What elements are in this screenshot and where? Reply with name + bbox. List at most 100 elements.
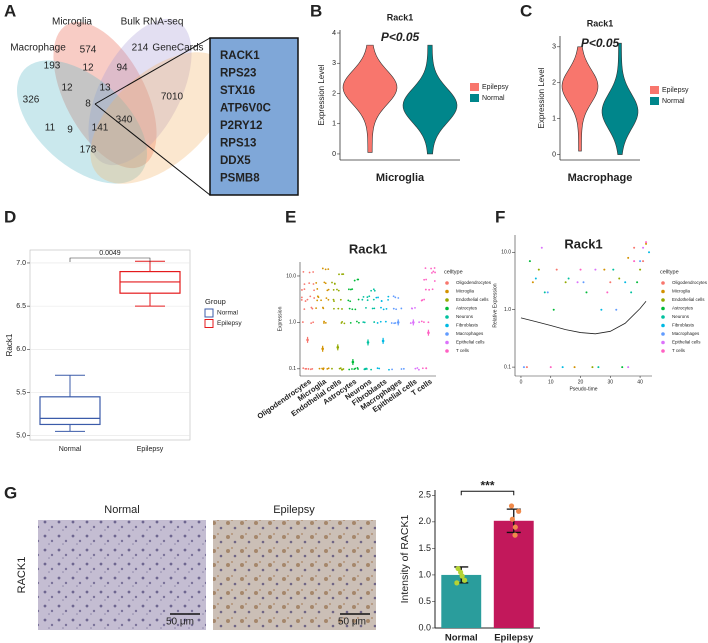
- y-tick-label: 5.5: [16, 389, 26, 396]
- point: [409, 322, 412, 324]
- legend-swatch: [445, 306, 449, 311]
- point: [431, 288, 434, 291]
- point: [432, 270, 435, 273]
- point: [323, 322, 325, 324]
- legend-label: Macrophages: [456, 331, 484, 336]
- legend-swatch: [445, 340, 449, 345]
- y-tick-label: 1.0: [418, 569, 431, 579]
- point: [366, 296, 369, 299]
- point: [304, 300, 307, 302]
- point: [311, 307, 314, 310]
- point: [347, 288, 350, 291]
- chart-title: Rack1: [349, 241, 387, 256]
- histology-image-epilepsy: [213, 520, 376, 630]
- point: [630, 291, 633, 294]
- legend-swatch: [204, 319, 214, 328]
- point: [373, 321, 376, 323]
- x-tick-label: 20: [578, 379, 584, 385]
- point: [327, 288, 330, 291]
- venn-count: 574: [80, 45, 97, 56]
- point: [357, 278, 360, 281]
- point: [391, 368, 393, 371]
- legend-swatch: [445, 323, 449, 328]
- point: [322, 306, 324, 309]
- point: [388, 368, 390, 371]
- point: [321, 267, 324, 270]
- y-tick-label: 2.5: [418, 490, 431, 500]
- point: [375, 296, 378, 299]
- point: [416, 367, 419, 369]
- legend-title: celltype: [660, 269, 679, 275]
- point: [430, 267, 433, 270]
- point: [331, 281, 333, 284]
- point: [387, 295, 390, 298]
- y-tick-label: 7.0: [16, 260, 26, 267]
- point: [303, 308, 306, 311]
- stain-label: RACK1: [16, 557, 28, 594]
- point: [331, 367, 333, 370]
- point: [373, 289, 376, 292]
- venn-count: 8: [85, 99, 91, 110]
- gene-name: DDX5: [220, 155, 251, 167]
- y-tick-label: 1.5: [418, 543, 431, 553]
- point: [382, 308, 385, 311]
- point: [636, 281, 639, 284]
- legend-label: Normal: [662, 98, 685, 105]
- point: [337, 307, 340, 310]
- point: [351, 288, 354, 291]
- point: [400, 368, 403, 370]
- point: [603, 268, 606, 271]
- y-tick-label: 1: [552, 116, 556, 123]
- y-tick-label: 6.0: [16, 346, 26, 353]
- mean-marker: [321, 347, 324, 351]
- y-tick-label: 1: [332, 121, 336, 128]
- point: [384, 320, 387, 323]
- venn-set-label: Bulk RNA-seq: [121, 17, 184, 28]
- point: [310, 322, 313, 324]
- point: [353, 279, 356, 282]
- legend-swatch: [445, 298, 449, 302]
- point: [552, 308, 555, 311]
- panel-letter: A: [4, 1, 16, 20]
- legend-swatch: [470, 94, 479, 102]
- point: [564, 281, 567, 284]
- venn-set: [53, 21, 157, 169]
- point: [324, 268, 327, 271]
- y-tick-label: 10.0: [286, 273, 296, 279]
- legend-swatch: [661, 323, 665, 328]
- point: [376, 367, 379, 370]
- point: [624, 281, 627, 284]
- point: [315, 282, 318, 284]
- violin: [601, 42, 639, 155]
- point: [373, 307, 376, 310]
- gene-name: PSMB8: [220, 173, 260, 185]
- y-tick-label: 2.0: [418, 516, 431, 526]
- legend-label: Microglia: [672, 289, 691, 294]
- point: [322, 368, 325, 371]
- point: [424, 288, 427, 291]
- point: [414, 367, 417, 370]
- y-tick-label: 3: [332, 60, 336, 67]
- mean-marker: [366, 341, 370, 344]
- point: [380, 300, 383, 303]
- legend-swatch: [204, 308, 214, 318]
- y-tick-label: 10.0: [501, 250, 511, 256]
- point: [555, 268, 558, 271]
- point: [594, 268, 597, 271]
- point: [618, 277, 621, 280]
- legend-label: Normal: [217, 310, 239, 317]
- trend-line: [520, 301, 647, 335]
- point: [304, 367, 307, 370]
- legend-swatch: [661, 306, 665, 311]
- point: [303, 283, 306, 286]
- y-axis-title: Expression: [277, 306, 283, 331]
- legend-swatch: [661, 315, 665, 319]
- point: [585, 291, 588, 294]
- point: [402, 367, 405, 370]
- mean-marker: [427, 331, 430, 334]
- point: [380, 306, 382, 309]
- point: [377, 296, 379, 299]
- point: [394, 322, 397, 324]
- bar: [441, 574, 482, 628]
- legend-swatch: [650, 97, 659, 105]
